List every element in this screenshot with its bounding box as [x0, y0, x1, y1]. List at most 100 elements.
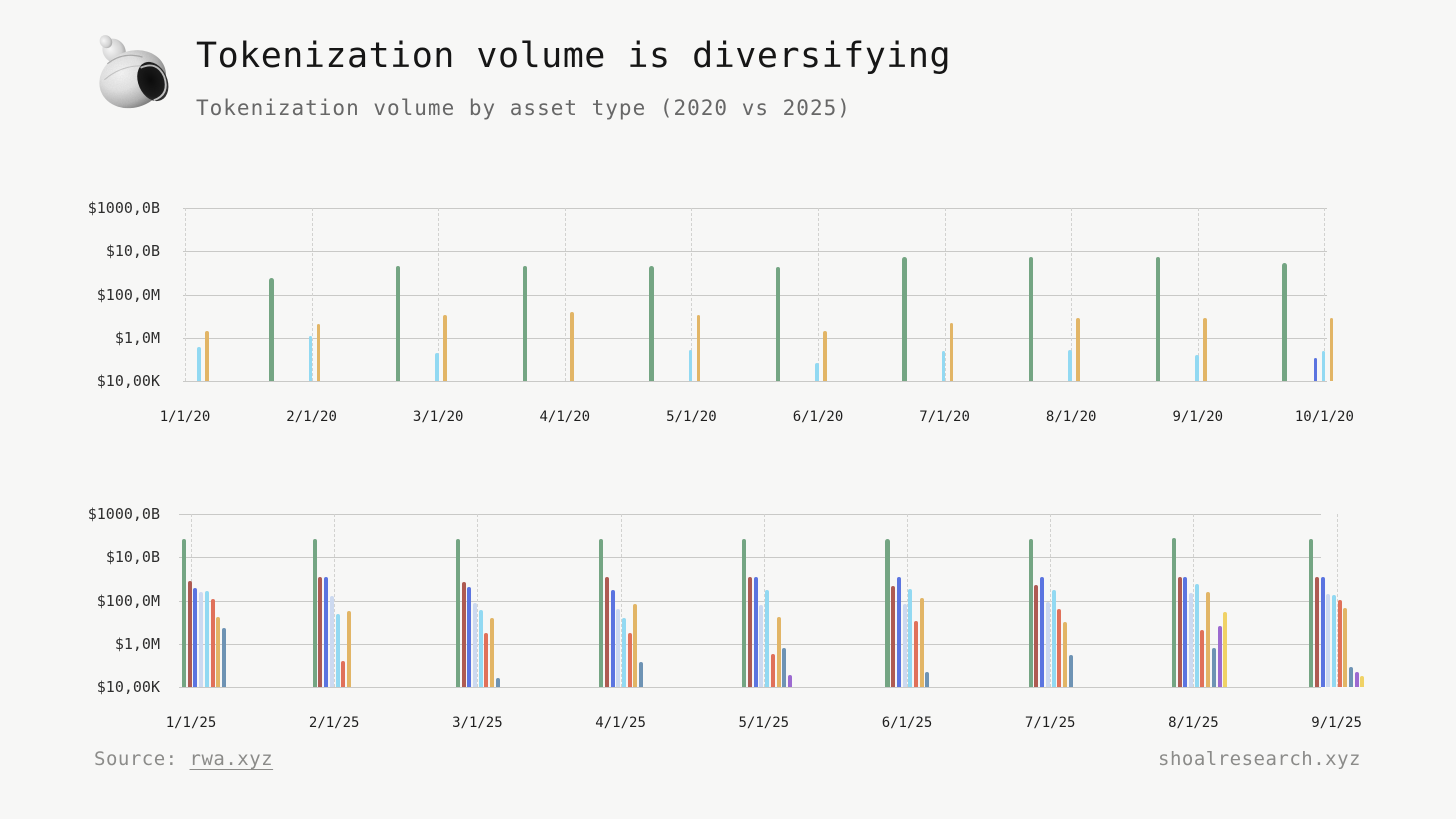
bar-royal-blue — [324, 576, 329, 688]
bar-royal-blue — [1320, 576, 1325, 688]
bar-purple — [787, 674, 792, 688]
x-tick-label: 3/1/20 — [412, 409, 464, 425]
bar-sky-blue — [1194, 583, 1199, 688]
v-gridline — [763, 514, 765, 688]
bar-royal-blue — [896, 576, 901, 688]
bar-brick-red — [461, 581, 466, 688]
x-tick-label: 1/1/25 — [165, 715, 217, 731]
v-gridline — [818, 208, 819, 382]
bar-sky-blue — [1051, 590, 1056, 688]
bar-steel-blue — [495, 677, 500, 688]
bar-gold — [633, 604, 638, 688]
bar-sky-blue — [204, 590, 209, 688]
v-gridline — [691, 208, 693, 382]
source-label: Source: — [94, 748, 190, 770]
bar-sea-green — [1028, 539, 1033, 688]
bar-steel-blue — [221, 628, 226, 688]
bar-sky-blue — [765, 590, 770, 688]
bar-brick-red — [1314, 576, 1319, 688]
x-tick-label: 8/1/20 — [1045, 409, 1097, 425]
y-tick-label: $1000,0B — [87, 199, 160, 217]
x-tick-label: 8/1/25 — [1168, 715, 1219, 731]
y-tick-label: $1000,0B — [87, 505, 160, 523]
y-tick-label: $10,00K — [96, 678, 160, 697]
bar-royal-blue — [753, 576, 758, 688]
h-gridline — [179, 687, 1321, 689]
v-gridline — [1324, 208, 1326, 382]
bar-royal-blue — [467, 587, 472, 688]
bar-sea-green — [1171, 538, 1176, 688]
footer: Source: rwa.xyz shoalresearch.xyz — [0, 744, 1456, 784]
bar-purple — [1354, 671, 1359, 688]
bar-periwinkle — [759, 604, 764, 688]
bar-sky-blue — [308, 336, 313, 382]
x-tick-label: 9/1/20 — [1172, 409, 1224, 425]
bar-sea-green — [1309, 539, 1314, 688]
bar-sea-green — [885, 539, 890, 688]
bar-royal-blue — [1183, 576, 1188, 688]
y-tick-label: $100,0M — [96, 591, 160, 610]
bar-gold — [949, 322, 954, 382]
bar-periwinkle — [1045, 602, 1050, 688]
bar-gold — [205, 331, 209, 382]
bar-brick-red — [318, 576, 323, 688]
v-gridline — [564, 208, 566, 382]
bar-brick-red — [1034, 584, 1039, 688]
bar-gold — [823, 330, 827, 382]
x-tick-label: 7/1/20 — [919, 409, 970, 425]
bar-sea-green — [599, 539, 604, 688]
bar-sea-green — [775, 266, 781, 382]
bar-periwinkle — [616, 609, 621, 688]
v-gridline — [907, 514, 908, 688]
x-tick-label: 5/1/25 — [738, 715, 790, 731]
h-gridline — [183, 337, 1327, 339]
bar-sky-blue — [941, 351, 946, 382]
bar-gold — [1329, 317, 1334, 382]
v-gridline — [185, 208, 186, 382]
bar-royal-blue — [610, 590, 615, 688]
bar-sea-green — [742, 539, 747, 688]
bar-sea-green — [1155, 256, 1161, 382]
bar-gold — [1062, 622, 1067, 688]
bar-brick-red — [604, 576, 609, 688]
bar-royal-blue — [193, 588, 198, 688]
bar-coral — [484, 632, 489, 688]
bar-sea-green — [902, 256, 907, 382]
source-link[interactable]: rwa.xyz — [189, 748, 274, 770]
bar-sea-green — [522, 266, 528, 382]
bar-coral — [1057, 609, 1062, 688]
v-gridline — [1197, 208, 1199, 382]
bar-sky-blue — [908, 589, 913, 688]
bar-steel-blue — [925, 671, 930, 688]
bar-periwinkle — [473, 602, 477, 688]
bar-steel-blue — [1068, 654, 1073, 688]
x-tick-label: 3/1/25 — [452, 715, 503, 731]
bar-sky-blue — [688, 349, 693, 382]
bar-sea-green — [269, 277, 274, 382]
bar-gold — [1206, 592, 1211, 688]
bar-gold — [1076, 318, 1080, 382]
x-tick-label: 4/1/20 — [539, 409, 591, 425]
bar-steel-blue — [782, 647, 787, 688]
v-gridline — [1193, 514, 1195, 688]
bar-steel-blue — [1349, 667, 1353, 688]
bar-sea-green — [1028, 256, 1034, 382]
bar-coral — [341, 661, 346, 688]
bar-sky-blue — [478, 610, 483, 688]
h-gridline — [183, 208, 1327, 209]
bar-sky-blue — [1321, 351, 1326, 382]
v-gridline — [438, 208, 440, 382]
header: Tokenization volume is diversifying Toke… — [0, 0, 1456, 150]
v-gridline — [1050, 514, 1052, 688]
h-gridline — [179, 557, 1321, 559]
bar-sea-green — [455, 539, 460, 688]
v-gridline — [1336, 514, 1338, 688]
y-tick-label: $10,0B — [105, 548, 160, 567]
bar-coral — [210, 598, 215, 688]
x-tick-label: 2/1/25 — [308, 715, 360, 731]
x-tick-label: 1/1/20 — [159, 409, 211, 425]
bar-gold — [490, 618, 495, 688]
x-tick-label: 6/1/20 — [792, 409, 844, 425]
